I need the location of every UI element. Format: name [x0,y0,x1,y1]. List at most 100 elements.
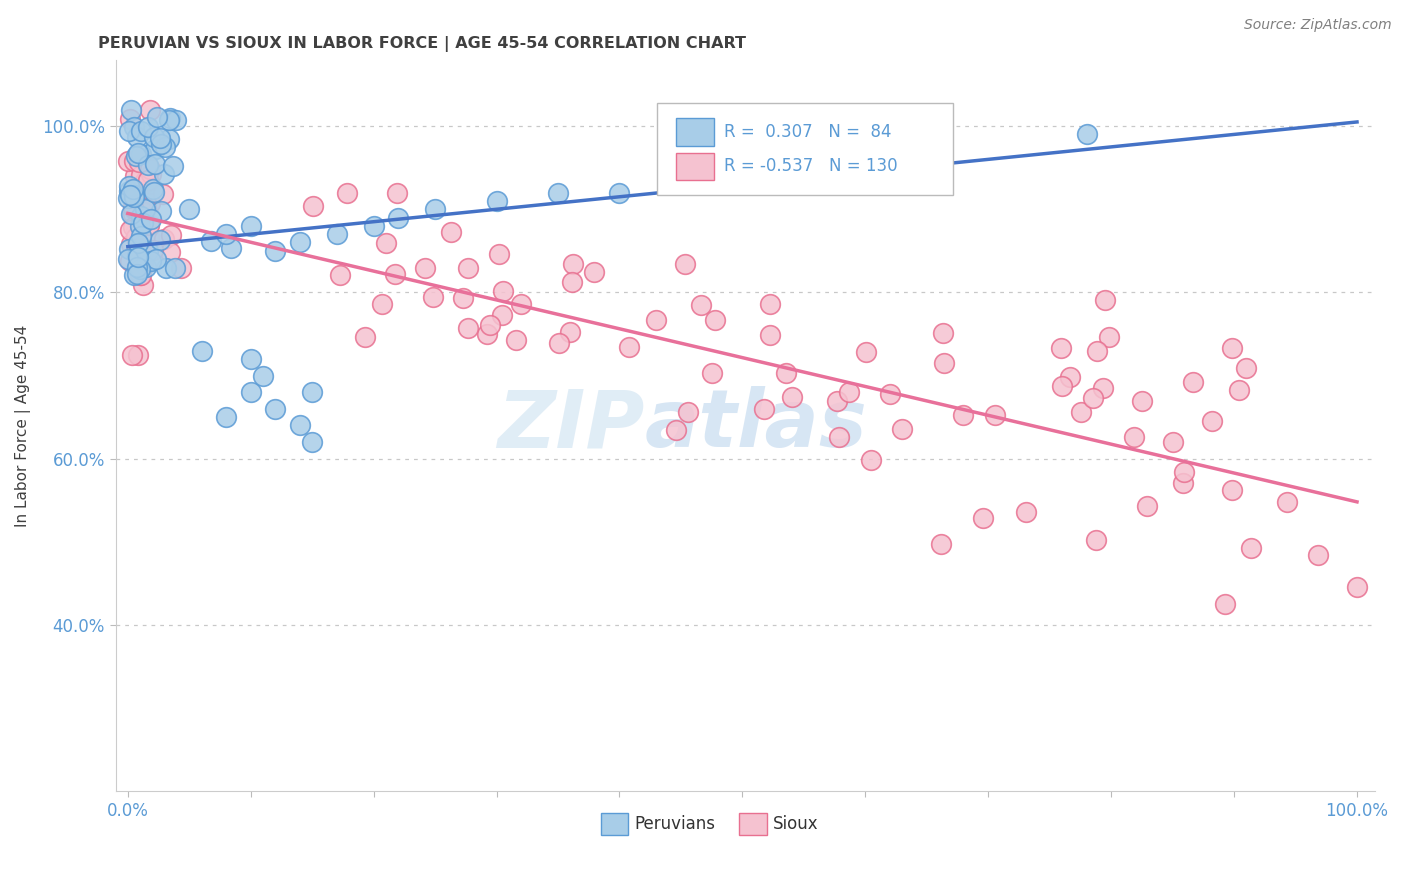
Point [122,186,145,201]
Point [134,174,156,188]
Point [128,219,150,233]
Point [952,409,974,423]
Text: R =  0.307   N =  84: R = 0.307 N = 84 [724,123,891,141]
Point [1094,293,1116,308]
Text: ZIP: ZIP [498,386,645,465]
Point [1015,505,1038,519]
Point [1173,475,1195,490]
Point [128,268,150,282]
Point [127,145,149,160]
Point [354,329,377,343]
Text: Peruvians: Peruvians [634,815,716,833]
Point [129,245,152,260]
Point [139,103,162,117]
Point [673,257,696,271]
Point [1346,580,1368,594]
FancyBboxPatch shape [676,153,714,180]
Point [134,184,156,198]
Point [129,259,152,273]
Point [1136,499,1159,513]
Point [131,251,153,265]
Point [121,348,143,362]
Point [159,111,181,125]
Point [136,158,159,172]
Point [163,260,186,275]
Point [759,297,782,311]
Point [124,169,146,183]
Point [128,262,150,277]
Point [505,334,527,348]
Point [264,401,287,416]
Point [134,260,156,274]
Point [780,390,803,404]
Point [329,268,352,282]
Point [127,267,149,281]
Text: atlas: atlas [645,386,868,465]
Point [547,186,569,200]
Point [1275,495,1298,509]
Point [125,224,148,238]
Point [129,229,152,244]
Text: PERUVIAN VS SIOUX IN LABOR FORCE | AGE 45-54 CORRELATION CHART: PERUVIAN VS SIOUX IN LABOR FORCE | AGE 4… [98,36,747,52]
Point [129,268,152,283]
FancyBboxPatch shape [676,118,714,146]
Point [129,151,152,165]
Point [132,277,155,292]
Point [141,167,163,181]
Point [1122,429,1144,443]
Point [1070,405,1092,419]
Point [138,219,160,233]
Point [457,260,479,275]
Point [141,211,163,226]
Point [120,237,142,252]
Point [475,326,498,341]
Point [288,418,311,433]
Point [485,194,508,208]
Point [122,120,145,135]
Point [125,249,148,263]
Point [141,253,163,268]
Point [759,328,782,343]
Point [860,453,883,467]
Point [384,267,406,281]
Point [1085,533,1108,547]
Point [703,312,725,326]
Point [153,140,176,154]
Point [932,355,955,369]
Point [149,233,172,247]
Point [239,351,262,366]
Point [374,235,396,250]
Point [423,202,446,217]
Point [492,284,515,298]
Point [453,291,475,305]
Point [179,202,201,217]
Point [1201,414,1223,428]
Point [136,120,159,135]
Point [1173,465,1195,479]
Point [165,112,187,127]
Point [363,219,385,233]
Point [215,410,238,425]
Point [124,149,146,163]
Point [149,136,172,151]
Point [239,219,262,233]
Point [413,261,436,276]
Point [122,268,145,282]
Point [143,142,166,156]
Point [146,111,169,125]
Point [127,348,149,362]
Point [440,225,463,239]
Point [134,176,156,190]
Point [1308,548,1330,562]
Point [1059,370,1081,384]
Point [190,343,212,358]
Point [120,103,142,117]
Point [117,252,139,266]
Point [1234,361,1257,376]
Point [370,297,392,311]
Point [1092,381,1115,395]
Point [122,181,145,195]
Point [558,325,581,339]
Point [301,385,323,400]
Point [488,247,510,261]
